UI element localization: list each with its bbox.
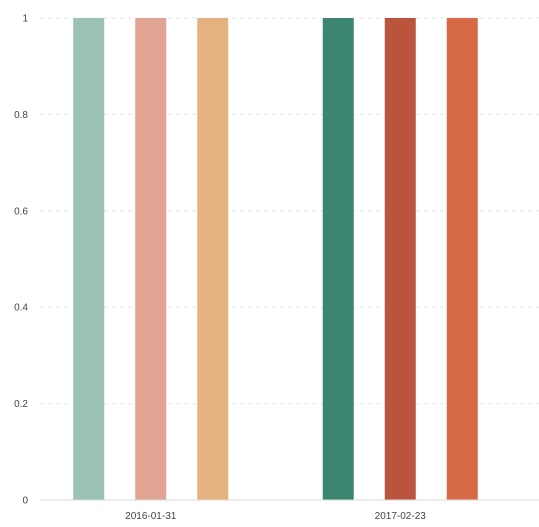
y-tick-label: 0.6 xyxy=(14,206,28,217)
y-tick-label: 0 xyxy=(22,496,28,507)
bar xyxy=(197,18,229,500)
y-tick-label: 0.2 xyxy=(14,399,28,410)
bar xyxy=(446,18,478,500)
y-tick-label: 0.8 xyxy=(14,110,28,121)
x-tick-label: 2017-02-23 xyxy=(375,511,427,522)
y-axis-ticks: 0 0.2 0.4 0.6 0.8 1 xyxy=(14,14,28,507)
bar xyxy=(322,18,354,500)
y-tick-label: 1 xyxy=(22,14,28,25)
x-tick-label: 2016-01-31 xyxy=(125,511,177,522)
bar xyxy=(73,18,105,500)
bars xyxy=(73,18,478,500)
bar xyxy=(384,18,416,500)
x-axis-ticks: 2016-01-31 2017-02-23 xyxy=(125,511,426,522)
grid-lines xyxy=(40,17,539,405)
bar xyxy=(135,18,167,500)
y-tick-label: 0.4 xyxy=(14,303,28,314)
